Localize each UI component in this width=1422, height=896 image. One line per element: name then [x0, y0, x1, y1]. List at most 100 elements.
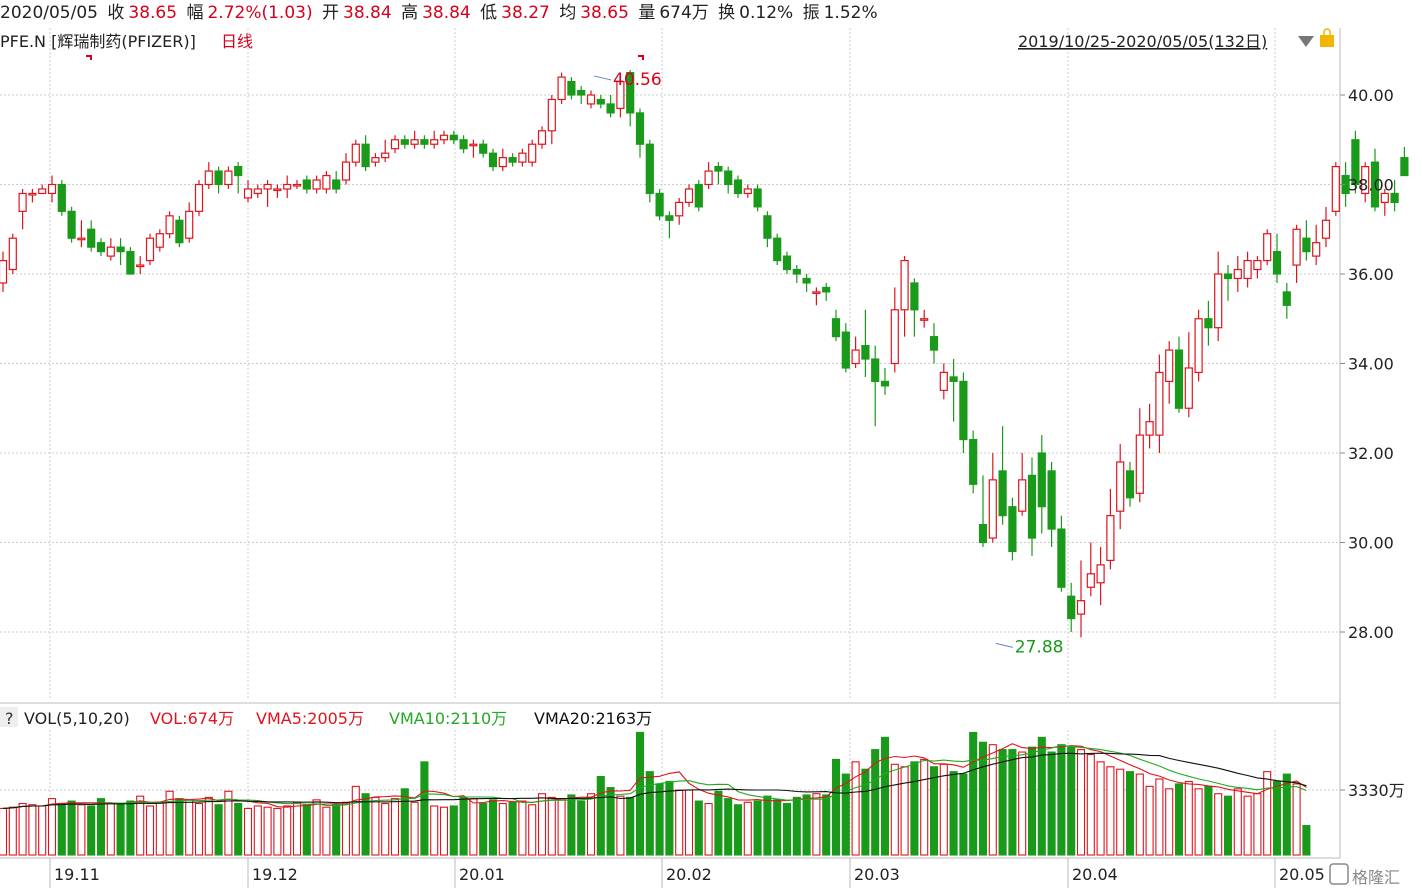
candle-body [253, 188, 262, 195]
candle [616, 77, 625, 118]
price-tick-label: 32.00 [1348, 444, 1394, 463]
candle-body [126, 251, 135, 275]
candle [47, 175, 57, 203]
candle-body [1312, 242, 1321, 257]
candle [1057, 515, 1066, 592]
help-button[interactable] [0, 707, 18, 727]
candle [959, 372, 968, 453]
volume-bar [1125, 771, 1135, 856]
candle-body [243, 188, 253, 199]
candle-body [851, 349, 860, 365]
candle [577, 86, 586, 104]
volume-bar [929, 766, 939, 856]
candle [684, 184, 694, 207]
annotation-leader [593, 75, 612, 81]
candle [224, 166, 233, 189]
candle [439, 130, 449, 145]
period-label[interactable]: 日线 [221, 32, 253, 51]
candle [116, 238, 125, 266]
dropdown-arrow-icon[interactable] [1298, 36, 1314, 47]
candle [351, 139, 360, 167]
candle-body [371, 157, 380, 163]
volume-bar [910, 761, 919, 856]
candle-body [665, 215, 674, 221]
candle-body [439, 134, 449, 141]
volume-bar [959, 773, 968, 856]
candle-body [341, 161, 351, 181]
candle-body [929, 336, 939, 351]
volume-bar [792, 796, 801, 856]
candle [469, 139, 478, 158]
candle [861, 309, 870, 377]
vol-indicator-name: VOL(5,10,20) [24, 709, 130, 728]
volume-bar [596, 776, 605, 856]
lock-icon[interactable] [1320, 35, 1334, 47]
candle-body [969, 438, 978, 485]
turnover-value: 0.12% [739, 3, 794, 23]
volume-bar [1057, 744, 1066, 856]
candle [792, 265, 801, 283]
candle-body [96, 242, 106, 253]
candle [332, 171, 341, 194]
candle [38, 184, 47, 195]
volume-bar [1302, 825, 1311, 856]
candle [537, 126, 547, 149]
candle [929, 323, 939, 364]
open-value: 38.84 [343, 3, 392, 23]
candle-body [704, 170, 713, 186]
candle-body [194, 183, 204, 212]
volume-bar [469, 798, 478, 856]
candle [871, 345, 880, 427]
turnover-label: 换 [718, 3, 736, 23]
volume-bar [812, 793, 821, 856]
volume-bar [400, 788, 409, 856]
candle [371, 153, 380, 167]
candle-body [1096, 564, 1105, 584]
candle-body [1370, 161, 1380, 208]
candle [1027, 457, 1037, 556]
candle [243, 180, 253, 203]
volume-bar [1272, 780, 1282, 856]
candle [704, 162, 713, 189]
candle-body [1008, 506, 1017, 553]
candle-body [175, 219, 184, 244]
candle [87, 220, 96, 252]
candle-body [606, 103, 615, 114]
volume-bar [851, 761, 860, 856]
candle-body [185, 210, 194, 239]
candle-body [920, 318, 929, 321]
candle [381, 139, 390, 163]
volume-bar [126, 800, 135, 856]
candle [1076, 560, 1086, 638]
price-annotation: 40.56 [613, 70, 662, 90]
candle [488, 148, 498, 172]
volume-bar [1047, 751, 1056, 856]
volume-bar [381, 802, 390, 856]
volume-bar [1106, 766, 1115, 856]
candle-body [1204, 318, 1213, 329]
candle [96, 238, 106, 257]
candle-body [224, 170, 233, 186]
candle [1253, 256, 1262, 279]
help-icon[interactable]: ? [5, 709, 14, 728]
candle-body [586, 94, 596, 105]
candle-body [28, 192, 37, 196]
candle-body [67, 210, 76, 239]
volume-bar [1214, 793, 1223, 856]
candle [831, 309, 841, 342]
date-range-label[interactable]: 2019/10/25-2020/05/05(132日) [1018, 32, 1267, 51]
volume-bar [312, 799, 321, 856]
volume-bar [292, 801, 302, 856]
candle-body [724, 170, 733, 186]
volume-bar [733, 804, 743, 856]
candle [763, 211, 772, 248]
volume-bar [880, 736, 890, 856]
candle-body [753, 188, 762, 208]
candle-body [1400, 157, 1409, 177]
candle-body [596, 98, 605, 105]
volume-bar [283, 805, 292, 856]
vma10-line [2, 744, 1307, 809]
volume-bar [332, 804, 341, 856]
candle-body [18, 192, 27, 212]
candle [724, 166, 733, 194]
